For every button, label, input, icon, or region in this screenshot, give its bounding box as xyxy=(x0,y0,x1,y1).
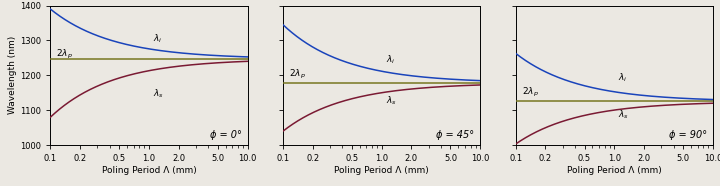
Text: $\lambda_s$: $\lambda_s$ xyxy=(618,109,629,121)
Text: ϕ = 0°: ϕ = 0° xyxy=(210,129,242,140)
Text: ϕ = 45°: ϕ = 45° xyxy=(436,129,474,140)
X-axis label: Poling Period Λ (mm): Poling Period Λ (mm) xyxy=(567,166,662,175)
X-axis label: Poling Period Λ (mm): Poling Period Λ (mm) xyxy=(334,166,429,175)
Text: $\lambda_i$: $\lambda_i$ xyxy=(385,53,395,66)
Text: $2\lambda_p$: $2\lambda_p$ xyxy=(521,86,539,99)
Text: $2\lambda_p$: $2\lambda_p$ xyxy=(289,68,306,81)
Y-axis label: Wavelength (nm): Wavelength (nm) xyxy=(9,36,17,114)
X-axis label: Poling Period Λ (mm): Poling Period Λ (mm) xyxy=(102,166,197,175)
Text: $2\lambda_p$: $2\lambda_p$ xyxy=(56,48,73,61)
Text: $\lambda_i$: $\lambda_i$ xyxy=(153,32,163,45)
Text: $\lambda_i$: $\lambda_i$ xyxy=(618,71,628,84)
Text: ϕ = 90°: ϕ = 90° xyxy=(669,129,707,140)
Text: $\lambda_s$: $\lambda_s$ xyxy=(385,95,397,108)
Text: $\lambda_s$: $\lambda_s$ xyxy=(153,88,164,100)
